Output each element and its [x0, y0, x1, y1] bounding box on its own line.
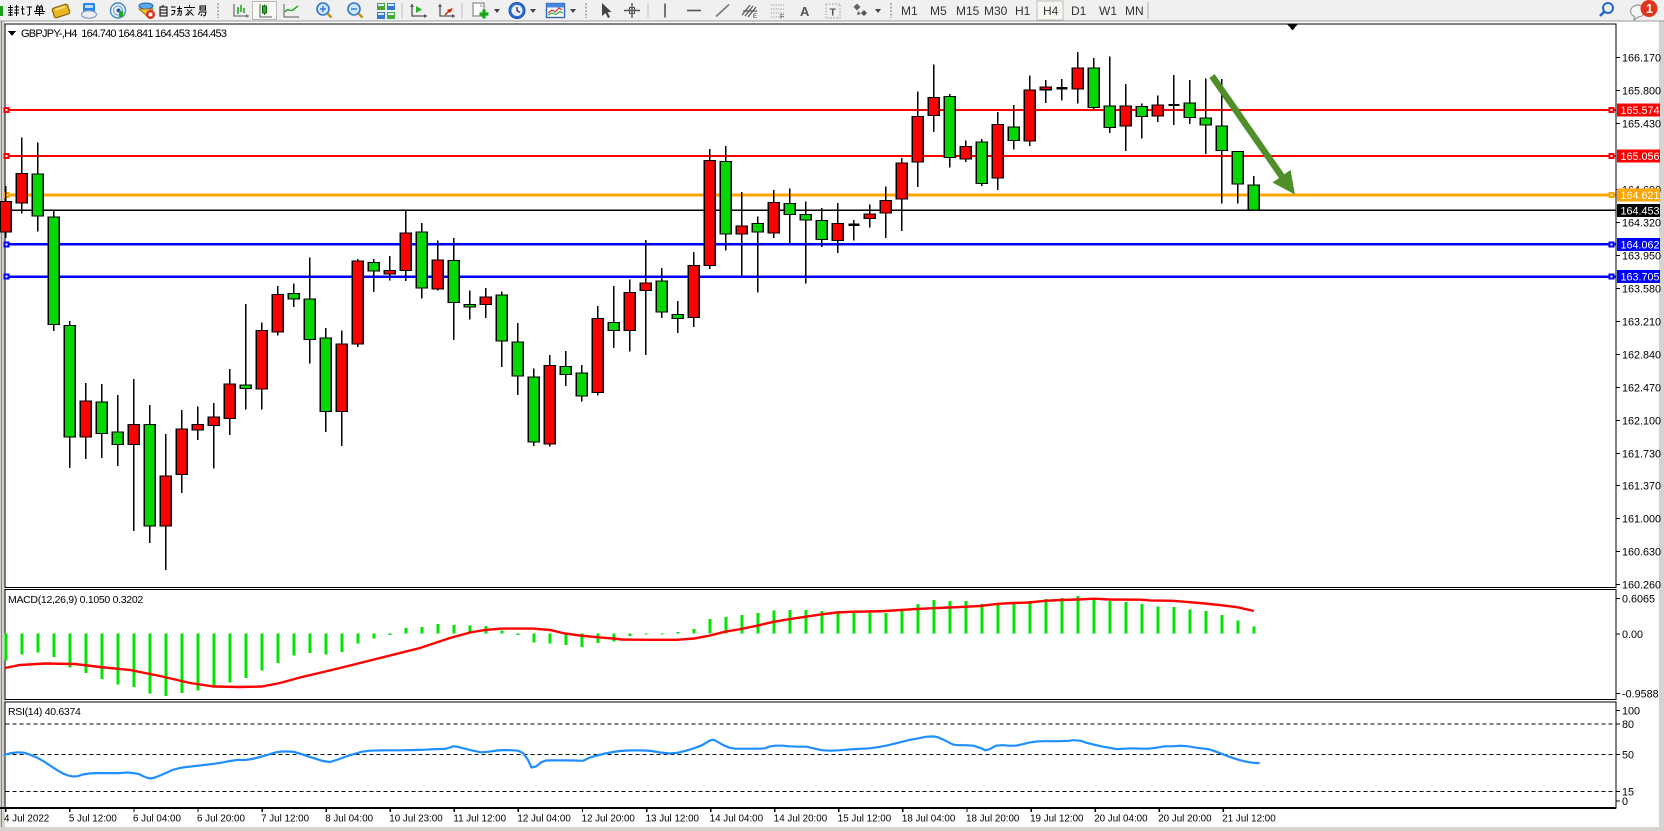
svg-text:0.6065: 0.6065: [1622, 594, 1655, 606]
svg-text:162.840: 162.840: [1622, 350, 1661, 362]
svg-text:21 Jul 12:00: 21 Jul 12:00: [1222, 814, 1276, 825]
svg-text:T: T: [830, 7, 837, 19]
svg-text:M5: M5: [930, 4, 947, 18]
svg-text:100: 100: [1622, 706, 1640, 718]
svg-text:MN: MN: [1125, 4, 1144, 18]
svg-text:4 Jul 2022: 4 Jul 2022: [4, 814, 49, 825]
svg-text:165.430: 165.430: [1622, 119, 1661, 131]
svg-text:13 Jul 12:00: 13 Jul 12:00: [646, 814, 700, 825]
svg-text:160.260: 160.260: [1622, 580, 1661, 592]
svg-text:H4: H4: [1043, 4, 1059, 18]
svg-text:GBPJPY-,H4 164.740 164.841 16: GBPJPY-,H4 164.740 164.841 164.453 164.4…: [21, 28, 227, 40]
svg-text:165.800: 165.800: [1622, 86, 1661, 98]
svg-text:80: 80: [1622, 719, 1634, 731]
svg-text:162.470: 162.470: [1622, 383, 1661, 395]
svg-text:18 Jul 20:00: 18 Jul 20:00: [966, 814, 1020, 825]
svg-text:162.100: 162.100: [1622, 416, 1661, 428]
svg-text:8 Jul 04:00: 8 Jul 04:00: [325, 814, 373, 825]
svg-text:164.453: 164.453: [1621, 205, 1660, 217]
svg-text:E: E: [753, 14, 757, 20]
svg-text:164.621: 164.621: [1621, 190, 1660, 202]
svg-text:161.370: 161.370: [1622, 481, 1661, 493]
svg-text:163.210: 163.210: [1622, 317, 1661, 329]
svg-text:15 Jul 12:00: 15 Jul 12:00: [838, 814, 892, 825]
svg-text:14 Jul 20:00: 14 Jul 20:00: [774, 814, 828, 825]
svg-text:5 Jul 12:00: 5 Jul 12:00: [69, 814, 117, 825]
svg-text:W1: W1: [1099, 4, 1117, 18]
svg-text:11 Jul 12:00: 11 Jul 12:00: [453, 814, 506, 825]
svg-text:164.320: 164.320: [1622, 218, 1661, 230]
svg-text:12 Jul 04:00: 12 Jul 04:00: [517, 814, 571, 825]
svg-text:1: 1: [1646, 2, 1653, 16]
svg-text:161.730: 161.730: [1622, 449, 1661, 461]
svg-text:161.000: 161.000: [1622, 514, 1661, 526]
svg-text:14 Jul 04:00: 14 Jul 04:00: [710, 814, 764, 825]
svg-text:18 Jul 04:00: 18 Jul 04:00: [902, 814, 956, 825]
svg-text:A: A: [800, 4, 810, 19]
svg-text:6 Jul 20:00: 6 Jul 20:00: [197, 814, 245, 825]
svg-text:166.170: 166.170: [1622, 53, 1661, 65]
svg-text:12 Jul 20:00: 12 Jul 20:00: [582, 814, 636, 825]
svg-text:15: 15: [1622, 787, 1634, 799]
svg-text:160.630: 160.630: [1622, 547, 1661, 559]
svg-text:D1: D1: [1071, 4, 1087, 18]
svg-text:20 Jul 20:00: 20 Jul 20:00: [1158, 814, 1212, 825]
svg-text:7 Jul 12:00: 7 Jul 12:00: [261, 814, 309, 825]
svg-text:19 Jul 12:00: 19 Jul 12:00: [1030, 814, 1084, 825]
svg-text:6 Jul 04:00: 6 Jul 04:00: [133, 814, 181, 825]
svg-text:H1: H1: [1015, 4, 1031, 18]
svg-text:50: 50: [1622, 750, 1634, 762]
svg-text:F: F: [780, 14, 784, 21]
svg-text:20 Jul 04:00: 20 Jul 04:00: [1094, 814, 1148, 825]
svg-text:165.056: 165.056: [1621, 151, 1660, 163]
svg-text:164.062: 164.062: [1621, 239, 1660, 251]
svg-text:M1: M1: [901, 4, 918, 18]
svg-text:M15: M15: [956, 4, 980, 18]
svg-text:163.580: 163.580: [1622, 284, 1661, 296]
svg-text:163.950: 163.950: [1622, 251, 1661, 263]
svg-text:165.574: 165.574: [1621, 105, 1660, 117]
svg-text:0: 0: [1622, 796, 1628, 808]
svg-text:0.00: 0.00: [1622, 629, 1643, 641]
svg-text:RSI(14) 40.6374: RSI(14) 40.6374: [8, 706, 81, 718]
svg-text:M30: M30: [984, 4, 1008, 18]
svg-text:-0.9588: -0.9588: [1622, 688, 1659, 700]
svg-text:MACD(12,26,9) 0.1050 0.3202: MACD(12,26,9) 0.1050 0.3202: [8, 594, 143, 606]
svg-text:163.705: 163.705: [1621, 272, 1660, 284]
svg-text:10 Jul 23:00: 10 Jul 23:00: [389, 814, 443, 825]
